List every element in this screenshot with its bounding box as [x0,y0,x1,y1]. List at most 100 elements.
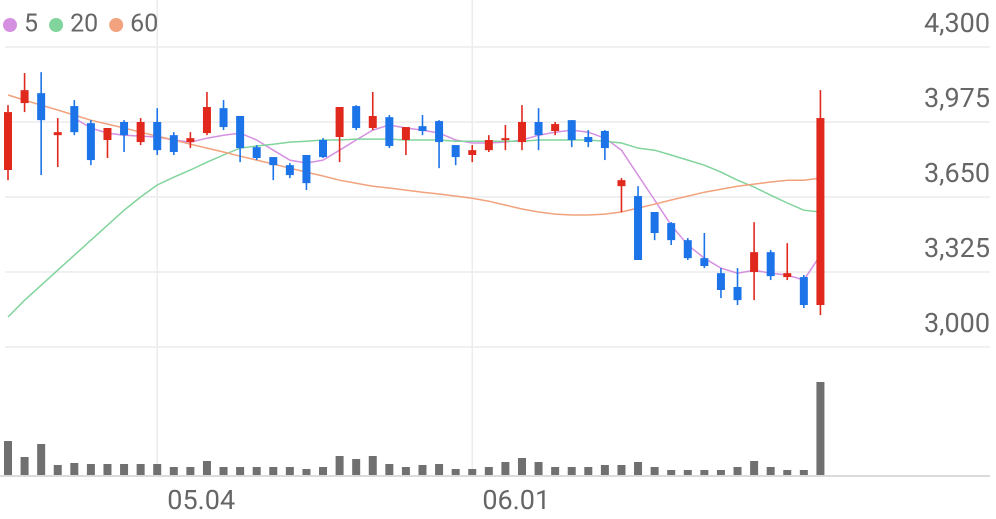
volume-bar [236,467,245,475]
candle-body [236,116,245,149]
candle-body [716,273,725,290]
volume-bar [202,461,211,475]
candle-body [186,138,195,143]
volume-bar [169,467,178,475]
volume-bar [120,464,129,475]
volume-bar [368,456,377,475]
candle-body [103,128,112,140]
volume-bar [634,462,643,475]
candle-body [252,147,261,158]
candle-body [551,124,560,131]
y-tick-label: 3,650 [924,157,990,189]
candle-body [70,106,79,133]
candle-body [816,118,825,305]
volume-bar [584,467,593,475]
volume-bar [252,467,261,475]
legend-dot [3,18,17,32]
legend-dot [109,18,124,32]
volume-bar [534,462,543,475]
candle-body [799,277,808,305]
candle-body [352,106,361,128]
candle-body [435,121,444,143]
candle-body [202,107,211,134]
candle-body [617,180,626,187]
candle-body [368,116,377,128]
ma-line [7,138,821,318]
candle-body [269,157,278,166]
volume-bar [319,467,328,475]
volume-bar [352,459,361,475]
volume-bar [551,467,560,475]
y-tick-label: 3,325 [924,232,990,264]
candle-body [700,258,709,266]
volume-bar [816,382,825,475]
candle-body [219,108,228,128]
candle-body [4,112,12,170]
volume-bar [733,467,742,475]
volume-bar [501,462,510,475]
candle-body [733,287,742,301]
y-tick-label: 3,975 [924,82,990,114]
volume-bar [567,467,576,475]
volume-bar [600,465,609,475]
volume-bar [517,458,526,475]
volume-bar [667,470,676,475]
volume-bar [153,464,162,475]
y-tick-label: 3,000 [924,307,990,339]
candle-body [650,212,659,233]
candle-body [783,273,792,278]
volume-bar [650,467,659,475]
candle-body [86,123,95,161]
volume-bar [783,470,792,475]
legend-label: 20 [70,10,98,39]
volume-bar [302,469,311,475]
volume-bar [136,464,145,475]
candle-body [120,122,129,136]
volume-bar [451,469,460,475]
candle-body [418,126,427,131]
y-tick-label: 4,300 [924,7,990,39]
candle-body [750,252,759,272]
volume-bar [617,465,626,475]
legend-label: 60 [130,10,158,39]
candle-body [153,122,162,151]
candle-body [385,117,394,146]
volume-bar [484,467,493,475]
candle-body [517,122,526,143]
volume-bar [418,465,427,475]
volume-bar [335,456,344,475]
volume-bar [700,470,709,475]
candle-body [534,122,543,136]
legend-dot [49,18,64,32]
candle-body [319,140,328,158]
volume-bar [219,467,228,475]
candle-body [484,140,493,151]
volume-bar [103,464,112,475]
volume-bar [766,467,775,475]
candle-body [567,120,576,140]
candle-body [468,150,477,155]
candle-body [136,122,145,143]
volume-bar [186,467,195,475]
volume-bar [4,441,12,475]
candle-body [302,155,311,184]
volume-bar [70,463,79,475]
volume-bar [750,461,759,475]
volume-bar [269,467,278,475]
candle-body [53,132,62,136]
candle-body [501,138,510,141]
candle-body [20,90,29,104]
volume-bar [86,464,95,475]
volume-bar [37,444,46,475]
volume-bar [20,457,29,475]
candle-body [335,107,344,137]
volume-bar [799,470,808,475]
candle-body [683,240,692,259]
candle-body [766,252,775,277]
volume-bar [683,470,692,475]
candle-body [584,137,593,143]
x-tick-label: 05.04 [167,484,235,516]
candle-body [37,93,46,121]
volume-bar [53,465,62,475]
